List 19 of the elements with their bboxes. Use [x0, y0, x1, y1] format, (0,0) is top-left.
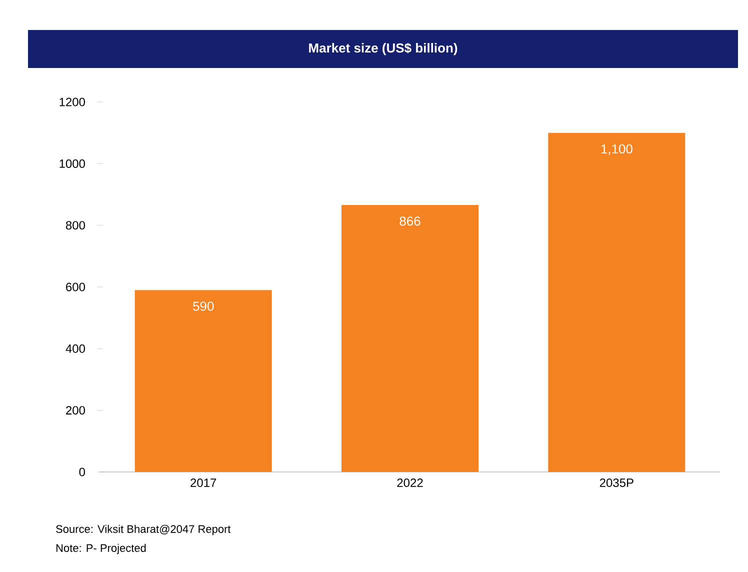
- text: Note: P- Projected: [56, 544, 146, 554]
- bar: [342, 204, 478, 472]
- y-tick-label: 400: [66, 344, 86, 353]
- chart-title: Market size (US$ billion): [309, 42, 458, 56]
- y-tick-label: 200: [66, 406, 86, 415]
- source-note: Source: Viksit Bharat@2047 Report: [56, 524, 231, 536]
- data-label: 590: [193, 302, 214, 311]
- bar: [548, 132, 686, 472]
- x-tick-label: 2022: [397, 478, 423, 488]
- y-tick-label: 600: [66, 282, 86, 292]
- data-label: 866: [400, 216, 420, 226]
- y-tick-label: 1000: [60, 159, 85, 168]
- y-tick-label: 800: [66, 221, 86, 230]
- data-label: 1,100: [601, 144, 632, 156]
- y-tick-label: 0: [79, 468, 86, 476]
- bar: [134, 290, 272, 472]
- y-tick-label: 1200: [60, 98, 85, 106]
- x-tick-label: 2017: [190, 478, 216, 488]
- x-tick-label: 2035P: [600, 478, 634, 488]
